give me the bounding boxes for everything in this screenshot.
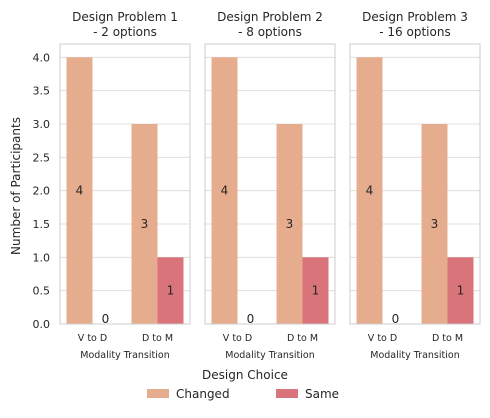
y-tick-label: 0.5 (33, 285, 51, 298)
legend-items: Changed Same (147, 387, 339, 401)
x-axis-label: Modality Transition (225, 350, 314, 361)
panel-frame (204, 43, 336, 325)
x-tick-label: D to M (142, 333, 173, 344)
bar-changed-d-to-m (421, 124, 448, 324)
data-label: 1 (312, 284, 320, 298)
legend: Design Choice Changed Same (147, 368, 339, 401)
data-label: 4 (366, 184, 374, 198)
data-label: 3 (431, 217, 439, 231)
legend-swatch-changed (147, 389, 169, 398)
x-tick-label: V to D (78, 333, 107, 344)
panel-subtitle: - 16 options (379, 25, 450, 39)
x-tick-label: D to M (432, 333, 463, 344)
legend-title: Design Choice (202, 368, 288, 382)
legend-swatch-same (276, 389, 298, 398)
panel-subtitle: - 8 options (238, 25, 302, 39)
data-label: 0 (247, 312, 255, 326)
data-label: 4 (76, 184, 84, 198)
data-label: 1 (457, 284, 465, 298)
panel-frame (349, 43, 481, 325)
data-label: 0 (102, 312, 110, 326)
legend-label-changed: Changed (176, 387, 230, 401)
y-tick-label: 2.0 (33, 185, 51, 198)
panel-1: 4 0 V to D 3 1 D to M Design Problem 1- 2 opti… (59, 10, 191, 361)
x-axis-label: Modality Transition (370, 350, 459, 361)
bar-changed-v-to-d (66, 57, 93, 324)
panel-2: 4 0 V to D 3 1 D to M Design Problem 2- 8 opti… (204, 10, 336, 361)
bar-same-d-to-m (447, 257, 474, 324)
y-axis-label: Number of Participants (9, 117, 23, 255)
data-label: 4 (221, 184, 229, 198)
panel-title: Design Problem 3 (362, 10, 468, 24)
y-tick-label: 0.0 (33, 318, 51, 331)
panel-subtitle: - 2 options (93, 25, 157, 39)
y-tick-label: 1.0 (33, 251, 51, 264)
panel-frame (59, 43, 191, 325)
data-label: 1 (167, 284, 175, 298)
y-tick-label: 3.0 (33, 118, 51, 131)
panels: 4 0 V to D 3 1 D to M Design Problem 1- 2 opti… (59, 10, 481, 361)
x-tick-label: D to M (287, 333, 318, 344)
data-label: 3 (286, 217, 294, 231)
y-tick-label: 2.5 (33, 151, 51, 164)
bar-changed-v-to-d (356, 57, 383, 324)
x-tick-label: V to D (368, 333, 397, 344)
panel-title: Design Problem 1 (72, 10, 178, 24)
panel-title: Design Problem 2 (217, 10, 323, 24)
y-tick-label: 3.5 (33, 85, 51, 98)
bar-same-d-to-m (302, 257, 329, 324)
x-axis-label: Modality Transition (80, 350, 169, 361)
y-tick-label: 4.0 (33, 51, 51, 64)
y-axis: 0.0 0.5 1.0 1.5 2.0 2.5 3.0 3.5 4.0 (33, 51, 51, 331)
y-tick-label: 1.5 (33, 218, 51, 231)
bar-changed-d-to-m (276, 124, 303, 324)
panel-3: 4 0 V to D 3 1 D to M Design Problem 3- 16 opt… (349, 10, 481, 361)
data-label: 3 (141, 217, 149, 231)
bar-changed-d-to-m (131, 124, 158, 324)
legend-label-same: Same (305, 387, 339, 401)
bar-same-d-to-m (157, 257, 184, 324)
bar-changed-v-to-d (211, 57, 238, 324)
x-tick-label: V to D (223, 333, 252, 344)
data-label: 0 (392, 312, 400, 326)
